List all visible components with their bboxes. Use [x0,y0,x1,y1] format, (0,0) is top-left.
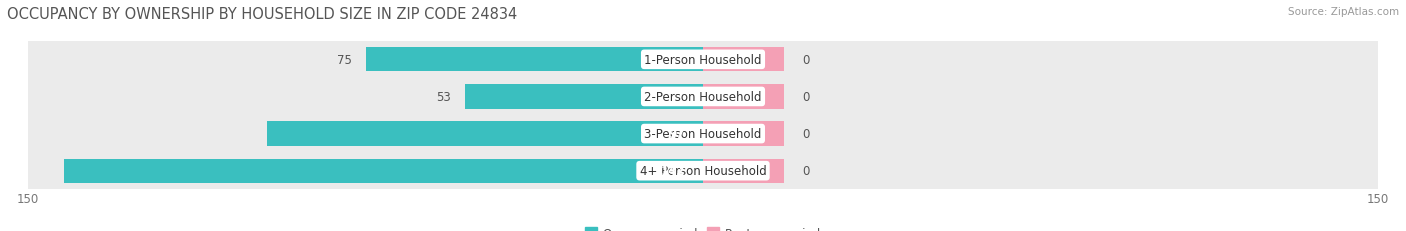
Text: 53: 53 [436,91,451,103]
Text: 2-Person Household: 2-Person Household [644,91,762,103]
Text: 1-Person Household: 1-Person Household [644,54,762,67]
Bar [28,116,1378,152]
Text: 0: 0 [801,128,810,140]
Legend: Owner-occupied, Renter-occupied: Owner-occupied, Renter-occupied [585,227,821,231]
Bar [703,122,785,146]
Text: 0: 0 [801,54,810,67]
Bar [65,159,703,183]
Text: 3-Person Household: 3-Person Household [644,128,762,140]
Bar [703,85,785,109]
Bar [28,152,1378,189]
Text: 75: 75 [337,54,352,67]
Bar [464,85,703,109]
Text: 0: 0 [801,164,810,177]
Bar [267,122,703,146]
Text: OCCUPANCY BY OWNERSHIP BY HOUSEHOLD SIZE IN ZIP CODE 24834: OCCUPANCY BY OWNERSHIP BY HOUSEHOLD SIZE… [7,7,517,22]
Bar [28,79,1378,116]
Text: Source: ZipAtlas.com: Source: ZipAtlas.com [1288,7,1399,17]
Bar [28,42,1378,79]
Bar [366,48,703,72]
Text: 142: 142 [661,164,685,177]
Text: 4+ Person Household: 4+ Person Household [640,164,766,177]
Text: 0: 0 [801,91,810,103]
Bar [703,159,785,183]
Bar [703,48,785,72]
Text: 97: 97 [669,128,685,140]
